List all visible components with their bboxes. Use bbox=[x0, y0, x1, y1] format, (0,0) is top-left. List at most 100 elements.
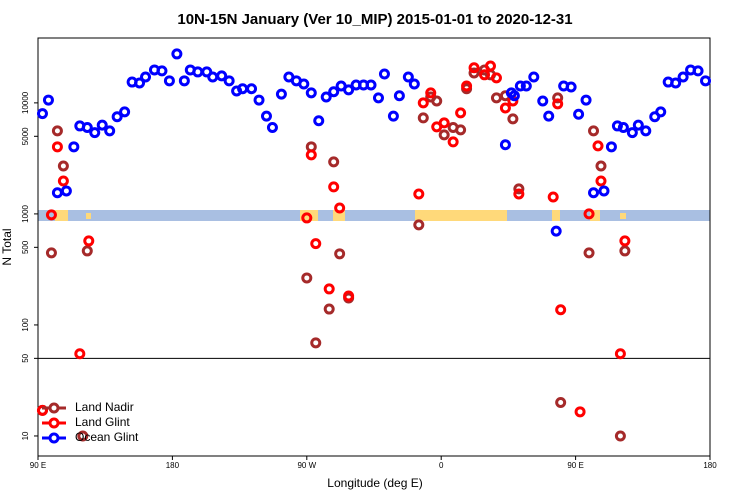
point bbox=[140, 71, 152, 83]
point bbox=[163, 75, 175, 87]
point bbox=[528, 71, 540, 83]
point bbox=[461, 80, 473, 92]
point bbox=[81, 245, 93, 257]
point bbox=[310, 238, 322, 250]
point bbox=[588, 187, 600, 199]
legend-marker bbox=[48, 402, 60, 414]
point bbox=[438, 129, 450, 141]
point bbox=[36, 108, 48, 120]
point bbox=[431, 95, 443, 107]
point bbox=[514, 80, 526, 92]
x-tick-label: 180 bbox=[703, 461, 717, 470]
x-tick-label: 90 E bbox=[30, 461, 46, 470]
y-tick-label: 10000 bbox=[21, 91, 30, 114]
point bbox=[223, 75, 235, 87]
y-tick-label: 100 bbox=[21, 318, 30, 332]
point bbox=[508, 90, 520, 102]
y-axis-label: N Total bbox=[0, 228, 14, 265]
point bbox=[547, 191, 559, 203]
point bbox=[655, 106, 667, 118]
point bbox=[119, 106, 131, 118]
point bbox=[301, 212, 313, 224]
point bbox=[305, 149, 317, 161]
point bbox=[619, 245, 631, 257]
point bbox=[328, 156, 340, 168]
point bbox=[305, 87, 317, 99]
point bbox=[298, 78, 310, 90]
point bbox=[45, 247, 57, 259]
point bbox=[260, 110, 272, 122]
point bbox=[640, 125, 652, 137]
point bbox=[490, 92, 502, 104]
point bbox=[45, 209, 57, 221]
point bbox=[552, 92, 564, 104]
point bbox=[74, 348, 86, 360]
point bbox=[670, 77, 682, 89]
point bbox=[700, 75, 712, 87]
x-tick-label: 90 E bbox=[567, 461, 583, 470]
y-tick-label: 50 bbox=[21, 353, 30, 362]
point bbox=[619, 235, 631, 247]
point bbox=[266, 122, 278, 134]
point bbox=[550, 225, 562, 237]
point bbox=[237, 83, 249, 95]
point bbox=[417, 112, 429, 124]
point bbox=[313, 115, 325, 127]
point bbox=[490, 72, 502, 84]
point bbox=[36, 404, 48, 416]
point bbox=[507, 113, 519, 125]
point bbox=[372, 92, 384, 104]
point bbox=[246, 83, 258, 95]
point bbox=[413, 188, 425, 200]
x-tick-label: 180 bbox=[166, 461, 180, 470]
point bbox=[677, 71, 689, 83]
point bbox=[378, 68, 390, 80]
point bbox=[632, 119, 644, 131]
point bbox=[51, 187, 63, 199]
point bbox=[588, 125, 600, 137]
point bbox=[692, 65, 704, 77]
point bbox=[565, 81, 577, 93]
point bbox=[543, 110, 555, 122]
point bbox=[134, 77, 146, 89]
point bbox=[328, 86, 340, 98]
chart-title: 10N-15N January (Ver 10_MIP) 2015-01-01 … bbox=[177, 11, 572, 28]
point bbox=[334, 248, 346, 260]
point bbox=[455, 107, 467, 119]
point bbox=[83, 235, 95, 247]
point bbox=[614, 430, 626, 442]
x-axis-label: Longitude (deg E) bbox=[327, 476, 422, 490]
point bbox=[192, 66, 204, 78]
point bbox=[310, 337, 322, 349]
point bbox=[598, 185, 610, 197]
legend-marker bbox=[48, 417, 60, 429]
legend-label: Ocean Glint bbox=[75, 430, 139, 444]
point bbox=[216, 70, 228, 82]
point bbox=[402, 71, 414, 83]
point bbox=[580, 94, 592, 106]
point bbox=[393, 90, 405, 102]
y-tick-label: 10 bbox=[21, 431, 30, 440]
point bbox=[468, 67, 480, 79]
point bbox=[156, 65, 168, 77]
point bbox=[323, 303, 335, 315]
point bbox=[42, 94, 54, 106]
point bbox=[614, 348, 626, 360]
point bbox=[343, 290, 355, 302]
point bbox=[387, 110, 399, 122]
point bbox=[77, 430, 89, 442]
point bbox=[275, 88, 287, 100]
point bbox=[328, 181, 340, 193]
point bbox=[323, 283, 335, 295]
point bbox=[51, 125, 63, 137]
point bbox=[626, 127, 638, 139]
point bbox=[605, 141, 617, 153]
point bbox=[537, 95, 549, 107]
point bbox=[104, 125, 116, 137]
point bbox=[417, 97, 429, 109]
point bbox=[513, 188, 525, 200]
point bbox=[499, 139, 511, 151]
point bbox=[583, 247, 595, 259]
point bbox=[60, 185, 72, 197]
